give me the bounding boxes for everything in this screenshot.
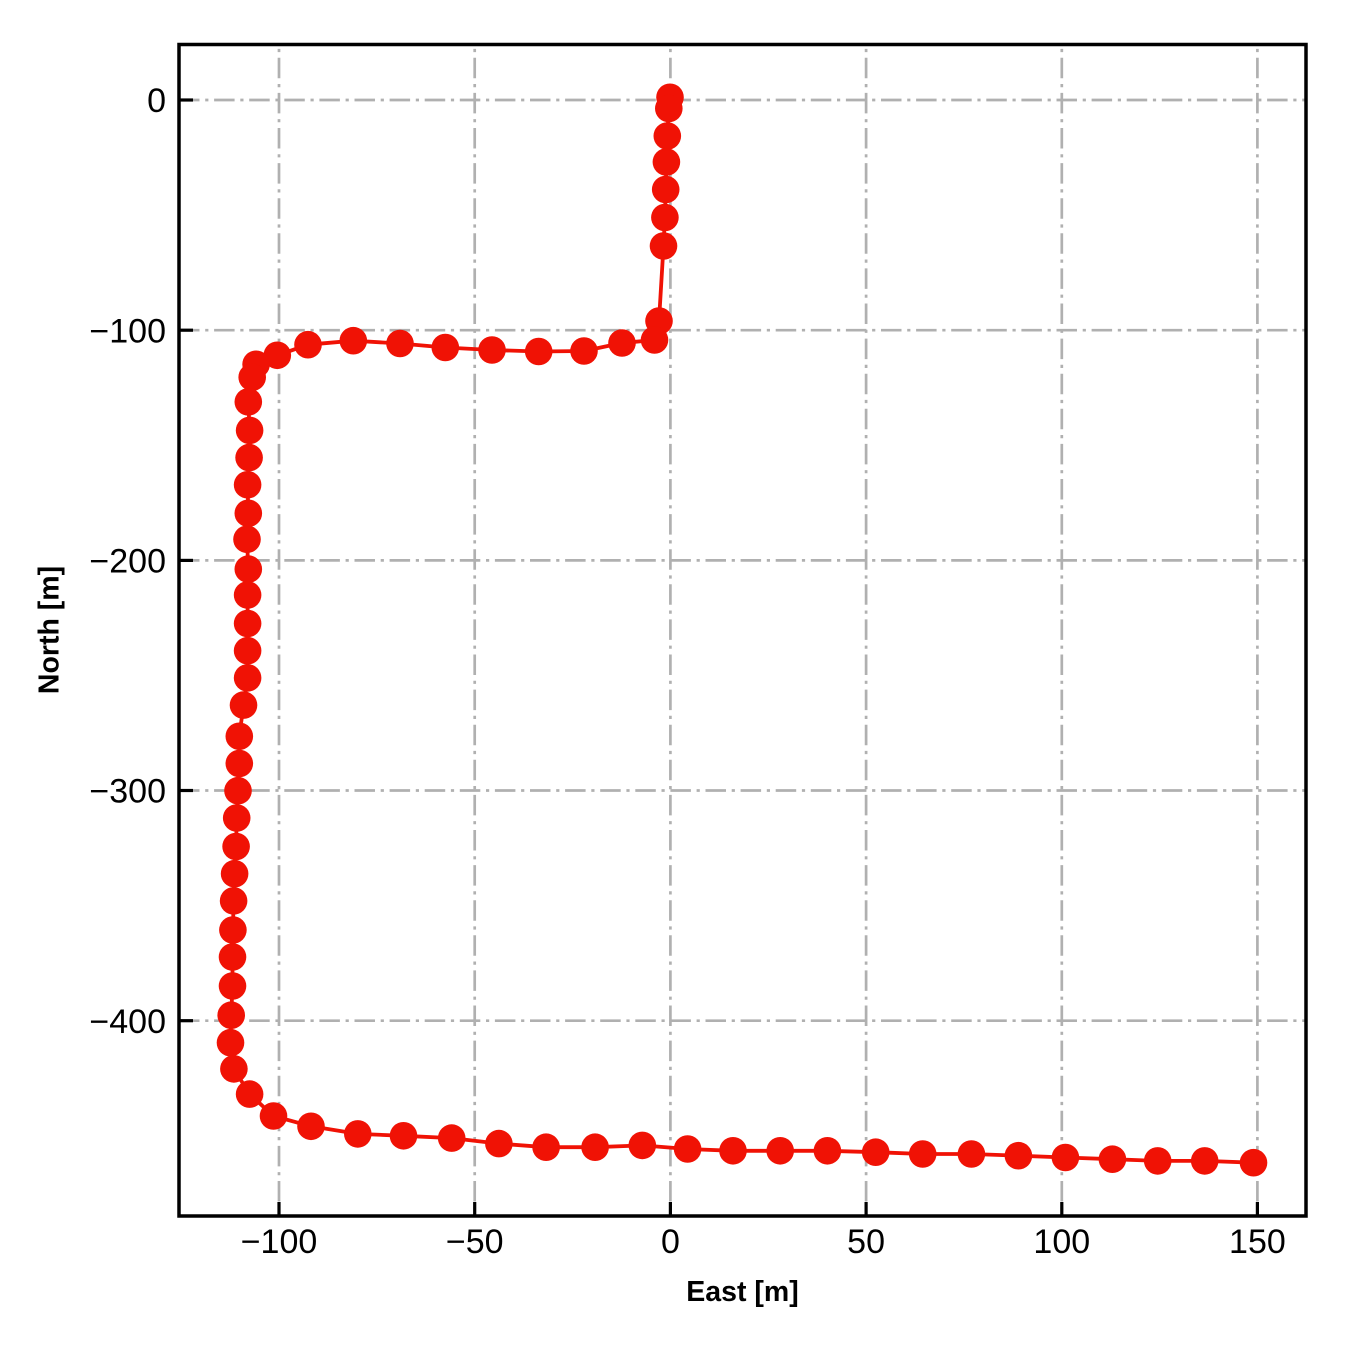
svg-text:50: 50	[847, 1223, 885, 1261]
svg-text:0: 0	[661, 1223, 680, 1261]
svg-text:−200: −200	[89, 543, 166, 581]
svg-text:−400: −400	[89, 1003, 166, 1041]
svg-text:−300: −300	[89, 773, 166, 811]
svg-text:150: 150	[1229, 1223, 1286, 1261]
svg-text:North [m]: North [m]	[34, 566, 66, 694]
svg-text:−50: −50	[446, 1223, 504, 1261]
svg-text:0: 0	[147, 82, 166, 120]
svg-text:−100: −100	[89, 312, 166, 350]
svg-text:East [m]: East [m]	[686, 1276, 798, 1308]
svg-text:100: 100	[1033, 1223, 1090, 1261]
svg-text:−100: −100	[241, 1223, 318, 1261]
